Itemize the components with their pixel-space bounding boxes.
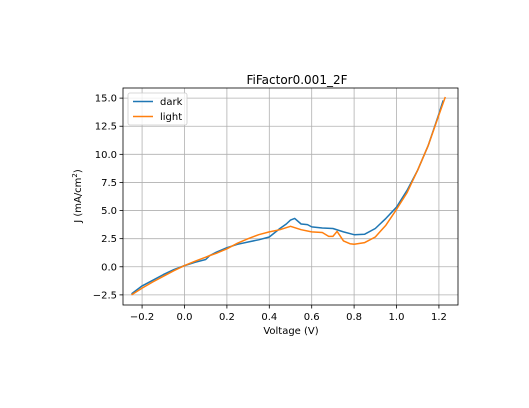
x-tick-label: −0.2 bbox=[130, 312, 154, 323]
plot-frame bbox=[122, 87, 459, 306]
x-axis-label: Voltage (V) bbox=[263, 326, 318, 337]
legend-label-dark: dark bbox=[160, 97, 183, 108]
x-tick-label: 0.8 bbox=[346, 312, 362, 323]
y-axis-label: J (mA/cm2) bbox=[71, 169, 84, 224]
legend-label-light: light bbox=[160, 112, 182, 123]
y-tick-label: 7.5 bbox=[101, 178, 117, 189]
grid bbox=[123, 88, 458, 305]
series-line-light bbox=[131, 96, 447, 296]
x-tick-label: 0.4 bbox=[261, 312, 277, 323]
y-tick-label: 15.0 bbox=[95, 94, 117, 105]
y-tick-label: 0.0 bbox=[101, 262, 117, 273]
y-tick-label: −2.5 bbox=[93, 290, 117, 301]
y-axis-label-superscript: 2 bbox=[71, 173, 79, 177]
y-tick-label: 12.5 bbox=[95, 122, 117, 133]
x-tick-label: 0.0 bbox=[177, 312, 193, 323]
x-tick-label: 1.2 bbox=[431, 312, 447, 323]
y-tick-label: 2.5 bbox=[101, 234, 117, 245]
x-tick-label: 0.2 bbox=[219, 312, 235, 323]
x-tick-label: 1.0 bbox=[389, 312, 405, 323]
axis-ticks: −0.2 0.0 0.2 0.4 0.6 0.8 1.0 1.2 −2.5 0.0 2.5 5.0 7.… bbox=[93, 94, 447, 323]
x-tick-label: 0.6 bbox=[304, 312, 320, 323]
y-axis-label-main: J (mA/cm bbox=[73, 178, 84, 224]
y-tick-label: 10.0 bbox=[95, 150, 117, 161]
chart-title: FiFactor0.001_2F bbox=[247, 73, 348, 87]
y-tick-label: 5.0 bbox=[101, 206, 117, 217]
series-lines bbox=[131, 96, 447, 296]
legend: dark light bbox=[127, 92, 188, 126]
y-axis-label-close: ) bbox=[73, 169, 84, 173]
